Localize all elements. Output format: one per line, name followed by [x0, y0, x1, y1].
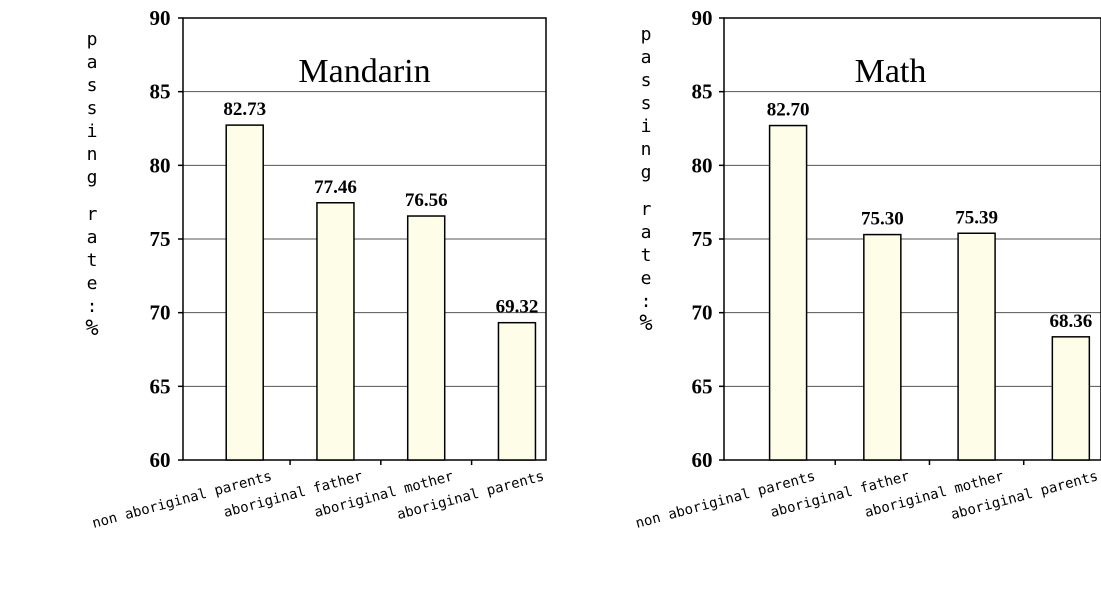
bar — [316, 202, 355, 461]
y-tick-label: 75 — [150, 227, 171, 251]
y-tick-label: 75 — [692, 227, 713, 251]
data-label: 76.56 — [405, 190, 448, 211]
y-tick-label: 80 — [692, 153, 713, 177]
chart-title: Math — [855, 53, 927, 90]
bar — [768, 124, 808, 461]
y-tick-label: 70 — [692, 301, 713, 325]
y-tick-label: 90 — [692, 6, 713, 30]
bar — [406, 215, 446, 461]
bar — [225, 124, 264, 461]
chart-title: Mandarin — [298, 53, 430, 90]
y-tick-label: 60 — [150, 448, 171, 472]
y-tick-label: 85 — [692, 80, 713, 104]
data-label: 82.70 — [767, 100, 810, 121]
data-label: 69.32 — [496, 297, 539, 318]
y-tick-label: 90 — [150, 6, 171, 30]
bar — [497, 321, 537, 461]
data-label: 75.39 — [955, 207, 998, 228]
data-label: 68.36 — [1049, 311, 1092, 332]
bar — [863, 233, 902, 461]
bar — [957, 232, 996, 461]
y-tick-label: 65 — [150, 374, 171, 398]
data-label: 77.46 — [314, 177, 357, 198]
y-tick-label: 65 — [692, 374, 713, 398]
y-tick-label: 80 — [150, 153, 171, 177]
y-tick-label: 85 — [150, 80, 171, 104]
data-label: 82.73 — [223, 99, 266, 120]
bar — [1051, 336, 1091, 461]
data-label: 75.30 — [861, 209, 904, 230]
y-tick-label: 70 — [150, 301, 171, 325]
y-tick-label: 60 — [692, 448, 713, 472]
